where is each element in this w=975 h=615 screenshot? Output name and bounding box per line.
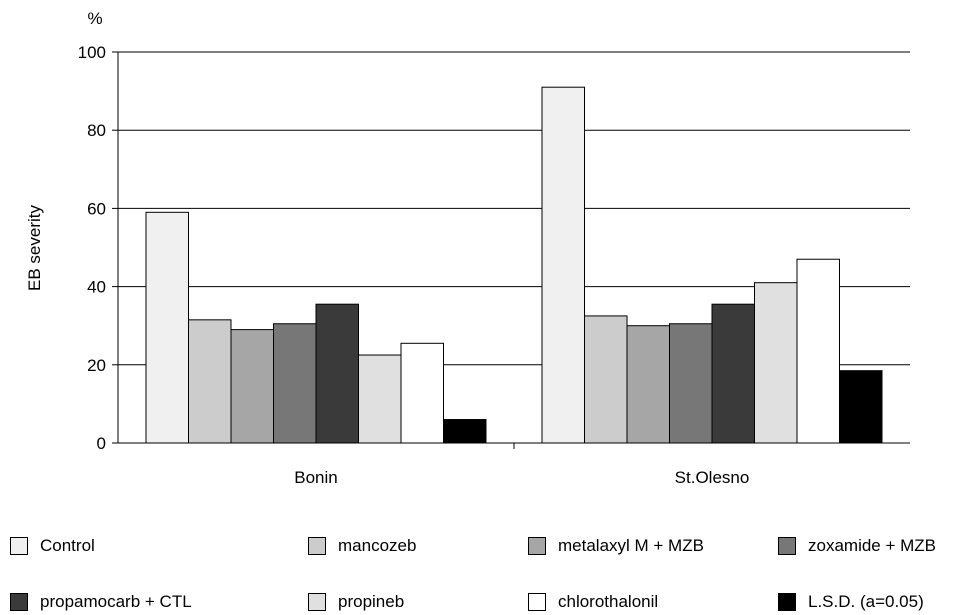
bar — [669, 323, 713, 444]
y-tick-label: 0 — [97, 434, 106, 453]
bar — [839, 370, 883, 444]
bar — [188, 319, 232, 444]
y-ticks: 0 20 40 60 80 100 — [78, 43, 118, 453]
bar — [358, 354, 402, 444]
y-unit-label: % — [87, 9, 102, 28]
y-tick-label: 40 — [87, 278, 106, 297]
bar — [711, 303, 755, 444]
legend-item: Control — [10, 535, 95, 557]
x-tick-label: St.Olesno — [675, 468, 750, 487]
bar — [230, 329, 274, 444]
legend-swatch — [308, 537, 326, 555]
bars — [145, 86, 883, 444]
legend-swatch — [528, 593, 546, 611]
legend-item: propineb — [308, 591, 404, 613]
legend-item: propamocarb + CTL — [10, 591, 192, 613]
bar — [626, 325, 670, 444]
legend-label: propineb — [338, 592, 405, 611]
y-tick-label: 20 — [87, 356, 106, 375]
y-tick-label: 100 — [78, 43, 106, 62]
y-tick-label: 80 — [87, 121, 106, 140]
legend-item: L.S.D. (a=0.05) — [778, 591, 924, 613]
legend-swatch — [778, 593, 796, 611]
legend-item: mancozeb — [308, 535, 416, 557]
legend-item: metalaxyl M + MZB — [528, 535, 704, 557]
legend-label: propamocarb + CTL — [40, 592, 192, 611]
legend-label: L.S.D. (a=0.05) — [808, 592, 924, 611]
legend-label: Control — [40, 536, 95, 555]
bar — [584, 315, 628, 444]
legend-label: metalaxyl M + MZB — [558, 536, 704, 555]
y-tick-label: 60 — [87, 199, 106, 218]
bar — [400, 342, 444, 444]
legend-label: chlorothalonil — [558, 592, 659, 611]
bar — [754, 282, 798, 444]
legend-swatch — [308, 593, 326, 611]
bar — [315, 303, 359, 444]
legend: Control mancozeb metalaxyl M + MZB zoxamide… — [0, 520, 975, 615]
legend-swatch — [10, 593, 28, 611]
legend-swatch — [528, 537, 546, 555]
legend-label: zoxamide + MZB — [808, 536, 937, 555]
bar — [796, 258, 840, 444]
y-axis-label: EB severity — [25, 205, 44, 291]
legend-swatch — [10, 537, 28, 555]
legend-item: zoxamide + MZB — [778, 535, 936, 557]
x-tick-label: Bonin — [294, 468, 337, 487]
bar — [443, 419, 487, 444]
x-ticks: Bonin St.Olesno — [294, 443, 749, 487]
bar — [273, 323, 317, 444]
legend-item: chlorothalonil — [528, 591, 658, 613]
legend-swatch — [778, 537, 796, 555]
chart: 0 20 40 60 80 100 Bonin St.Olesno % EB severit… — [25, 9, 910, 487]
bar — [541, 86, 585, 444]
bar — [145, 211, 189, 444]
legend-label: mancozeb — [338, 536, 417, 555]
